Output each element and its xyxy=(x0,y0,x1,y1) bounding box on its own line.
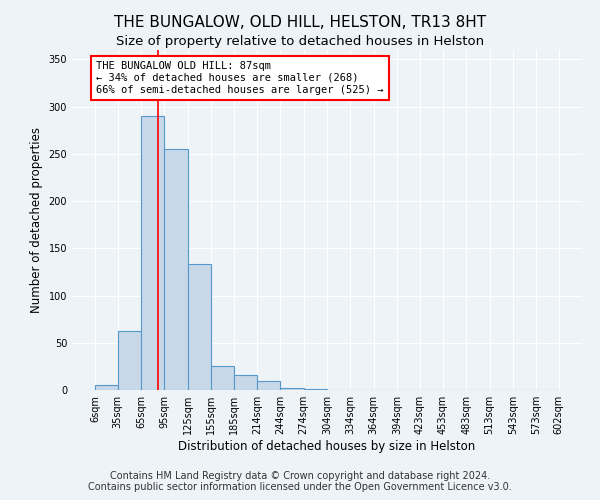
Y-axis label: Number of detached properties: Number of detached properties xyxy=(30,127,43,313)
Bar xyxy=(304,389,327,390)
Bar xyxy=(188,264,211,390)
Bar xyxy=(95,386,118,390)
Bar xyxy=(118,330,141,390)
Bar xyxy=(211,366,235,390)
Text: THE BUNGALOW, OLD HILL, HELSTON, TR13 8HT: THE BUNGALOW, OLD HILL, HELSTON, TR13 8H… xyxy=(114,15,486,30)
Bar xyxy=(164,149,188,390)
Text: THE BUNGALOW OLD HILL: 87sqm
← 34% of detached houses are smaller (268)
66% of s: THE BUNGALOW OLD HILL: 87sqm ← 34% of de… xyxy=(96,62,383,94)
Bar xyxy=(257,380,280,390)
Bar xyxy=(141,116,164,390)
Text: Contains HM Land Registry data © Crown copyright and database right 2024.
Contai: Contains HM Land Registry data © Crown c… xyxy=(88,471,512,492)
Text: Size of property relative to detached houses in Helston: Size of property relative to detached ho… xyxy=(116,35,484,48)
Bar xyxy=(235,375,257,390)
Bar xyxy=(280,388,304,390)
X-axis label: Distribution of detached houses by size in Helston: Distribution of detached houses by size … xyxy=(178,440,476,453)
